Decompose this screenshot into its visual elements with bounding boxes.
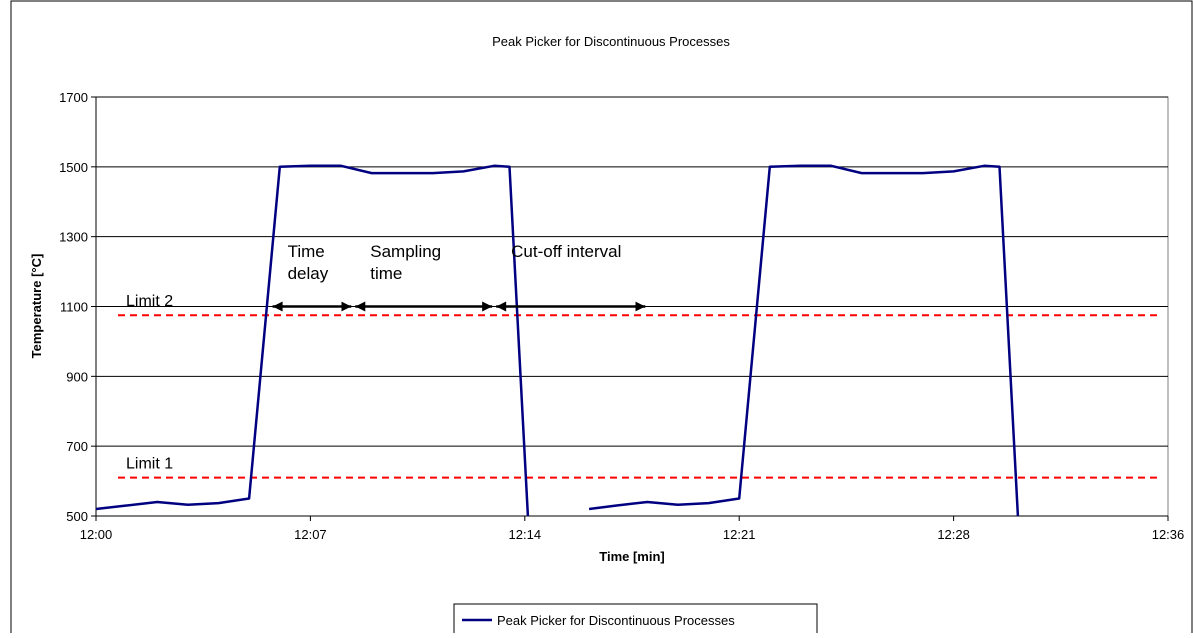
- series-group: [95, 164, 1020, 517]
- legend: Peak Picker for Discontinuous Processes: [453, 603, 818, 635]
- series-line: [95, 164, 530, 517]
- x-tick-label: 12:07: [294, 527, 327, 542]
- annotation-label: Time: [288, 242, 325, 261]
- y-axis-label: Temperature [°C]: [29, 254, 44, 359]
- x-axis-label: Time [min]: [599, 549, 665, 564]
- y-tick-label: 900: [66, 369, 88, 384]
- y-tick-label: 700: [66, 439, 88, 454]
- y-tick-label: 500: [66, 509, 88, 524]
- series-line: [588, 164, 1020, 517]
- annotation-label: delay: [288, 264, 329, 283]
- x-tick-label: 12:00: [80, 527, 113, 542]
- x-tick-label: 12:36: [1152, 527, 1185, 542]
- x-tick-label: 12:21: [723, 527, 756, 542]
- x-tick-label: 12:14: [509, 527, 542, 542]
- x-axis-ticks: 12:00 12:07 12:14 12:21 12:28 12:36: [80, 516, 1185, 542]
- legend-label: Peak Picker for Discontinuous Processes: [497, 613, 735, 628]
- y-tick-label: 1100: [60, 300, 88, 315]
- y-tick-label: 1500: [59, 160, 88, 175]
- y-tick-label: 1300: [59, 230, 88, 245]
- chart-title: Peak Picker for Discontinuous Processes: [492, 34, 730, 49]
- reference-line-label: Limit 1: [126, 456, 173, 473]
- x-tick-label: 12:28: [937, 527, 970, 542]
- annotation-label: Sampling: [370, 242, 441, 261]
- legend-box: [453, 603, 818, 635]
- y-axis-ticks: 500 700 900 1100 1300 1500 1700: [59, 90, 96, 524]
- y-tick-label: 1700: [59, 90, 88, 105]
- chart-border: [10, 0, 1193, 638]
- reference-lines: Limit 1 Limit 2: [118, 293, 1157, 479]
- reference-line-label: Limit 2: [126, 293, 173, 310]
- annotation-label: time: [370, 264, 402, 283]
- annotations: Time delay Sampling time Cut-off interval: [272, 242, 646, 312]
- annotation-label: Cut-off interval: [511, 242, 621, 261]
